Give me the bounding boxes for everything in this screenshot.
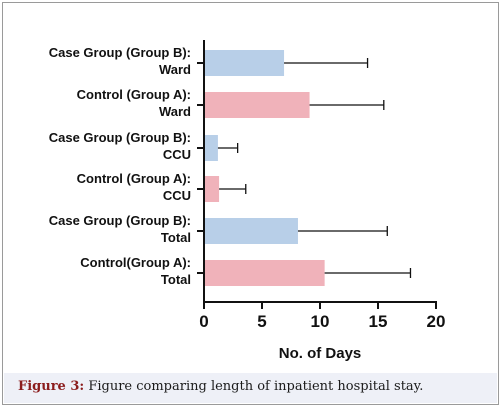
- axes-layer: Case Group (Group B): Ward Control (Group …: [49, 40, 446, 331]
- category-label-line1: Case Group (Group B):: [49, 130, 191, 145]
- x-tick-label: 15: [369, 312, 388, 331]
- category-label-line1: Case Group (Group B):: [49, 45, 191, 60]
- caption-text: Figure comparing length of inpatient hos…: [84, 379, 424, 394]
- category-label-line1: Control(Group A):: [80, 255, 191, 270]
- bar-control-total: [204, 260, 325, 286]
- category-label-line2: CCU: [163, 188, 191, 203]
- category-label-line1: Case Group (Group B):: [49, 213, 191, 228]
- figure-label: Figure 3:: [18, 379, 85, 394]
- x-tick-label: 20: [427, 312, 446, 331]
- category-label-line1: Control (Group A):: [77, 171, 191, 186]
- category-label-line2: Ward: [159, 62, 191, 77]
- x-axis-title: No. of Days: [279, 345, 362, 362]
- category-label-line2: CCU: [163, 147, 191, 162]
- bar-case-ward: [204, 50, 285, 76]
- category-label-line1: Control (Group A):: [77, 87, 191, 102]
- category-label-line2: Total: [161, 230, 191, 245]
- x-tick-label: 0: [199, 312, 208, 331]
- bar-case-total: [204, 218, 298, 244]
- figure-caption: Figure 3: Figure comparing length of inp…: [18, 379, 423, 394]
- bars-layer: [204, 50, 412, 286]
- x-tick-label: 5: [257, 312, 266, 331]
- caption-bar: Figure 3: Figure comparing length of inp…: [4, 373, 497, 403]
- category-label-line2: Ward: [159, 104, 191, 119]
- x-tick-label: 10: [311, 312, 330, 331]
- bar-control-ccu: [204, 176, 220, 202]
- bar-control-ward: [204, 92, 310, 118]
- bar-case-ccu: [204, 135, 218, 161]
- category-label-line2: Total: [161, 272, 191, 287]
